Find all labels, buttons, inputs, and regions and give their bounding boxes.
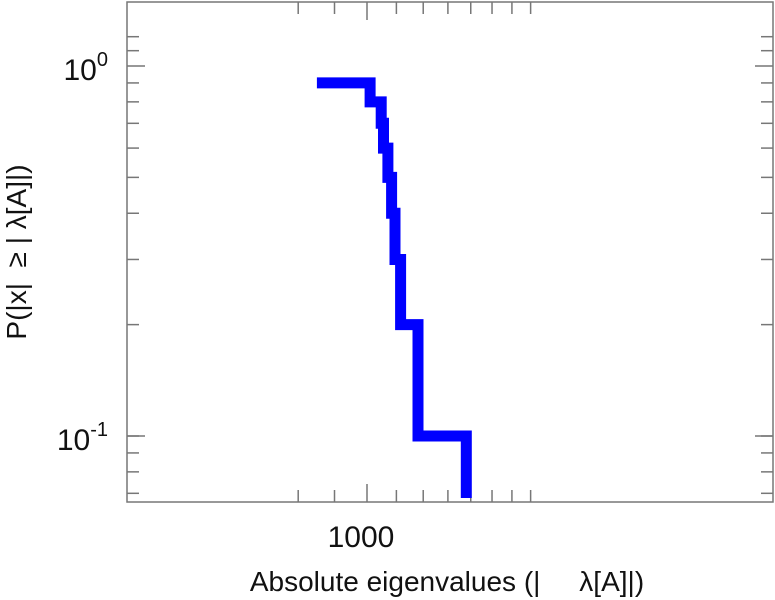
axis-ticks: [127, 2, 773, 502]
x-axis-label: Absolute eigenvalues (| λ[A]|): [250, 566, 644, 597]
y-axis-label: P(|x| ≥ | λ[A]|): [1, 164, 32, 339]
plot-frame: [126, 1, 774, 503]
y-tick-label-0: 100: [64, 49, 109, 87]
series-line: [316, 77, 472, 498]
y-tick-label-1: 10-1: [57, 419, 108, 457]
x-tick-label-1000: 1000: [328, 521, 395, 554]
